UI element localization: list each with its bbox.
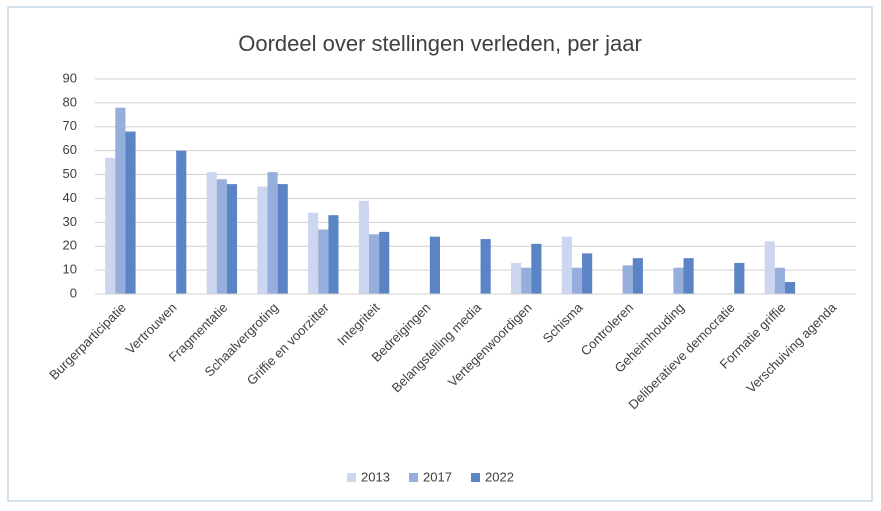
bar bbox=[257, 186, 268, 294]
y-tick-label: 90 bbox=[63, 70, 77, 85]
bar bbox=[115, 107, 126, 295]
bar bbox=[673, 267, 684, 294]
legend-swatch bbox=[471, 473, 480, 482]
bar bbox=[379, 231, 390, 294]
chart-frame bbox=[7, 6, 873, 502]
bar bbox=[308, 212, 319, 294]
y-tick-label: 50 bbox=[63, 166, 77, 181]
legend-swatch bbox=[347, 473, 356, 482]
y-tick-label: 10 bbox=[63, 262, 77, 277]
legend-swatch bbox=[409, 473, 418, 482]
bar bbox=[683, 258, 694, 294]
y-tick-label: 0 bbox=[70, 285, 77, 300]
bar bbox=[511, 262, 522, 294]
bar bbox=[571, 267, 583, 294]
bar bbox=[125, 131, 136, 294]
bar bbox=[582, 253, 593, 294]
bar bbox=[429, 236, 440, 294]
bar bbox=[531, 243, 542, 294]
legend-label: 2017 bbox=[423, 469, 452, 484]
y-tick-label: 30 bbox=[63, 214, 77, 229]
bar bbox=[358, 200, 369, 294]
bar bbox=[622, 265, 633, 294]
bar bbox=[734, 262, 745, 294]
y-tick-label: 80 bbox=[63, 94, 77, 109]
bar bbox=[206, 172, 217, 294]
bar bbox=[328, 215, 339, 294]
bar bbox=[632, 258, 643, 294]
y-tick-label: 60 bbox=[63, 142, 77, 157]
bar bbox=[784, 282, 796, 294]
bar bbox=[226, 184, 238, 294]
bar bbox=[267, 172, 278, 294]
legend-label: 2022 bbox=[485, 469, 514, 484]
bar bbox=[764, 241, 775, 294]
bar bbox=[480, 239, 491, 294]
bar bbox=[521, 267, 532, 294]
bar bbox=[277, 184, 288, 294]
y-tick-label: 20 bbox=[63, 238, 77, 253]
y-tick-label: 40 bbox=[63, 190, 77, 205]
bar bbox=[176, 150, 187, 294]
bar bbox=[774, 267, 785, 294]
legend-label: 2013 bbox=[361, 469, 390, 484]
bar bbox=[216, 179, 227, 294]
bar bbox=[368, 234, 380, 294]
bar bbox=[105, 157, 116, 294]
chart-title: Oordeel over stellingen verleden, per ja… bbox=[238, 31, 642, 56]
y-tick-label: 70 bbox=[63, 118, 77, 133]
bar bbox=[318, 229, 329, 294]
bar bbox=[561, 236, 572, 294]
